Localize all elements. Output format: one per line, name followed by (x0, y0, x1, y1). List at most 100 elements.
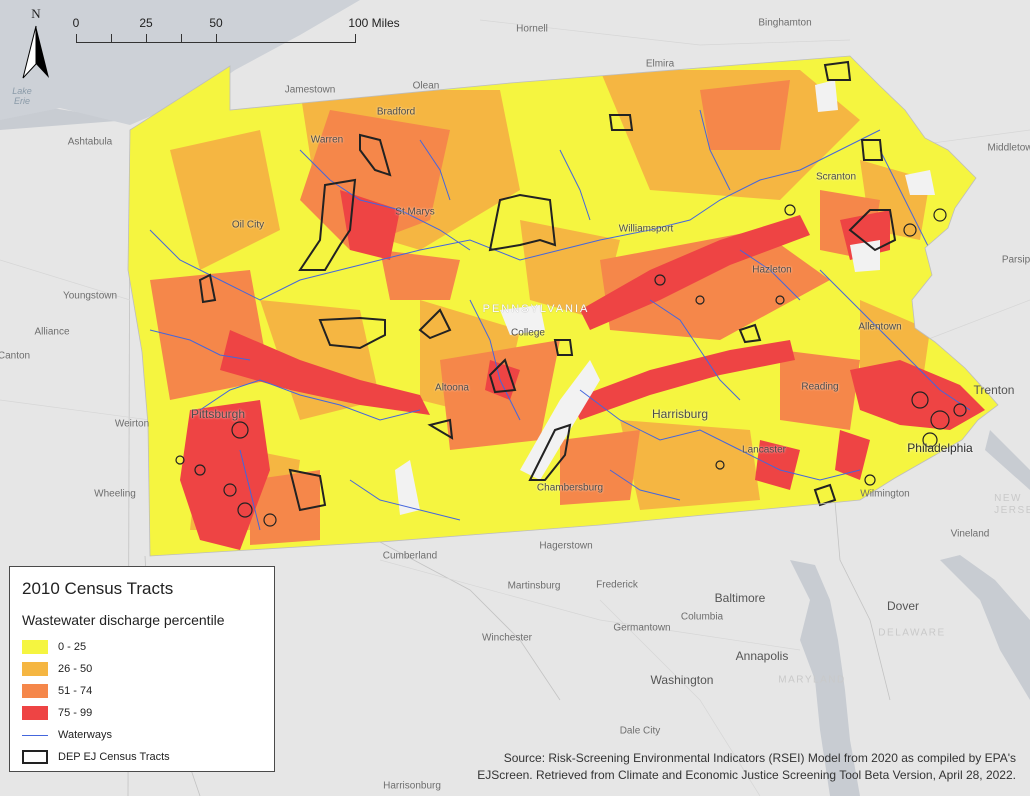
place-bradford: Bradford (376, 106, 416, 118)
legend-item-0-25: 0 - 25 (22, 639, 86, 655)
place-alliance: Alliance (34, 326, 70, 338)
place-washington: Washington (650, 673, 714, 687)
ridge-gap (905, 170, 935, 195)
waterway-line-icon (22, 728, 48, 742)
place-olean: Olean (412, 80, 440, 92)
place-harrisburg: Harrisburg (651, 407, 709, 421)
place-altoona: Altoona (435, 382, 469, 394)
chesapeake-bay (790, 560, 860, 796)
place-elmira: Elmira (645, 58, 675, 70)
ridge-gap (815, 80, 838, 112)
place-williamsport: Williamsport (618, 223, 674, 235)
source-credit: Source: Risk-Screening Environmental Ind… (456, 750, 1016, 784)
delaware-bay (940, 555, 1030, 700)
legend-label: 51 - 74 (58, 685, 93, 697)
place-binghamton: Binghamton (758, 17, 812, 29)
place-warren: Warren (310, 134, 344, 146)
place-germantown: Germantown (613, 622, 671, 634)
place-parsippany: Parsip (1001, 254, 1030, 266)
legend-label: 0 - 25 (58, 641, 87, 653)
place-weirton: Weirton (114, 418, 150, 430)
place-state-college: College (511, 327, 545, 339)
place-allentown: Allentown (858, 321, 902, 333)
north-label: N (31, 6, 41, 21)
scale-label-50: 50 (209, 16, 223, 30)
legend-subtitle: Wastewater discharge percentile (22, 612, 225, 628)
ej-outline-icon (22, 750, 48, 764)
delaware-river (985, 430, 1030, 490)
legend-label: 26 - 50 (58, 663, 93, 675)
place-dale-city: Dale City (619, 725, 661, 737)
legend-swatch (22, 640, 48, 654)
legend-item-waterways: Waterways (22, 727, 112, 743)
place-wheeling: Wheeling (94, 488, 136, 500)
place-hagerstown: Hagerstown (539, 540, 593, 552)
place-lancaster: Lancaster (742, 444, 786, 456)
place-vineland: Vineland (950, 528, 990, 540)
ridge-gap (395, 460, 420, 515)
place-oil-city: Oil City (231, 219, 265, 231)
source-line-1: Source: Risk-Screening Environmental Ind… (503, 751, 1016, 765)
north-arrow-icon (22, 25, 49, 79)
place-pennsylvania: PENNSYLVANIA (482, 303, 590, 315)
place-delaware: DELAWARE (878, 627, 946, 639)
place-frederick: Frederick (596, 579, 638, 591)
legend-swatch (22, 662, 48, 676)
place-baltimore: Baltimore (714, 591, 766, 605)
scale-label-100: 100 Miles (348, 16, 400, 30)
place-annapolis: Annapolis (735, 649, 789, 663)
scale-tick (111, 34, 112, 43)
place-chambersburg: Chambersburg (536, 482, 604, 494)
place-jamestown: Jamestown (284, 84, 336, 96)
place-dover: Dover (886, 599, 920, 613)
place-harrisonburg: Harrisonburg (383, 780, 441, 792)
place-middletown: Middletow (987, 142, 1030, 154)
place-ashtabula: Ashtabula (67, 136, 113, 148)
map-legend: 2010 Census Tracts Wastewater discharge … (9, 566, 275, 772)
place-lake-erie: Lake Erie (12, 86, 32, 106)
legend-title: 2010 Census Tracts (22, 579, 174, 598)
scale-label-0: 0 (72, 16, 80, 30)
place-winchester: Winchester (481, 632, 533, 644)
place-philadelphia: Philadelphia (907, 441, 973, 455)
legend-label: Waterways (58, 729, 112, 741)
scale-tick (181, 34, 182, 43)
scale-bar: 0 25 50 100 Miles (72, 16, 400, 46)
place-hornell: Hornell (516, 23, 548, 35)
waterways (149, 109, 971, 531)
place-trenton: Trenton (973, 383, 1015, 397)
legend-item-ej-tracts: DEP EJ Census Tracts (22, 749, 170, 765)
scale-tick (146, 34, 147, 43)
legend-label: 75 - 99 (58, 707, 93, 719)
place-scranton: Scranton (815, 171, 857, 183)
pennsylvania-choropleth (128, 56, 998, 556)
legend-item-51-74: 51 - 74 (22, 683, 92, 699)
place-new-jersey: NEW JERSE (994, 493, 1030, 516)
place-hazleton: Hazleton (752, 264, 792, 276)
place-martinsburg: Martinsburg (507, 580, 561, 592)
pennsylvania-outline (127, 55, 999, 557)
legend-swatch (22, 684, 48, 698)
scale-tick (216, 34, 217, 43)
north-arrow: N (18, 6, 54, 80)
place-st-marys: St Marys (395, 206, 435, 218)
place-columbia: Columbia (680, 611, 724, 623)
place-youngstown: Youngstown (62, 290, 118, 302)
legend-item-75-99: 75 - 99 (22, 705, 92, 721)
place-cumberland: Cumberland (382, 550, 438, 562)
place-maryland: MARYLAND (778, 674, 846, 686)
ridge-gap (500, 305, 545, 335)
ridge-gap (850, 240, 880, 272)
place-pittsburgh: Pittsburgh (190, 407, 246, 421)
roads (0, 19, 1030, 796)
legend-swatch (22, 706, 48, 720)
place-reading: Reading (801, 381, 839, 393)
legend-item-26-50: 26 - 50 (22, 661, 92, 677)
source-line-2: EJScreen. Retrieved from Climate and Eco… (477, 768, 1016, 782)
ej-tract-clusters (175, 204, 967, 527)
ej-tract-outlines (198, 60, 897, 512)
scale-label-25: 25 (139, 16, 153, 30)
legend-label: DEP EJ Census Tracts (58, 751, 170, 763)
place-canton: Canton (0, 350, 31, 362)
